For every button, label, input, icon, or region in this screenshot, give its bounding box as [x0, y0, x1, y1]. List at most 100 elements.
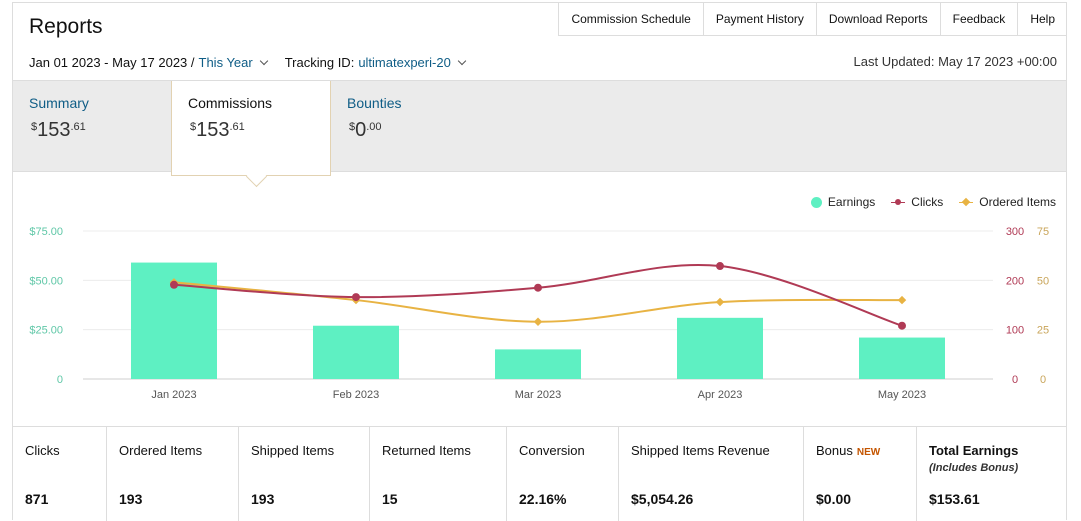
x-tick-label: May 2023 — [878, 389, 926, 401]
amount-fraction: .00 — [366, 121, 382, 133]
y-right-clicks-tick-label: 300 — [1006, 226, 1024, 238]
commission-schedule-link[interactable]: Commission Schedule — [559, 3, 704, 35]
stat-value: 193 — [251, 491, 275, 507]
y-right-clicks-tick-label: 100 — [1006, 325, 1024, 337]
payment-history-link[interactable]: Payment History — [704, 3, 817, 35]
chevron-down-icon[interactable] — [457, 56, 467, 66]
stats-bar: Clicks 871 Ordered Items 193 Shipped Ite… — [13, 426, 1066, 521]
tab-commissions-label: Commissions — [188, 95, 273, 111]
chart-legend: Earnings Clicks Ordered Items — [795, 195, 1056, 209]
stat-value: $0.00 — [816, 491, 852, 507]
stat-shipped-items: Shipped Items 193 — [239, 427, 370, 521]
stat-label: Clicks — [25, 443, 60, 458]
chart-plot: 0 $25.00 $50.00 $75.00 0 100 200 300 0 25 50 75 Jan … — [29, 226, 1049, 401]
legend-label: Clicks — [911, 195, 944, 209]
currency-symbol: $ — [31, 121, 38, 133]
ordered-items-point — [897, 295, 907, 305]
y-left-tick-label: $50.00 — [29, 275, 63, 287]
legend-clicks[interactable]: Clicks — [891, 195, 943, 209]
x-tick-label: Jan 2023 — [151, 389, 196, 401]
legend-ordered-items[interactable]: Ordered Items — [959, 195, 1056, 209]
new-badge: NEW — [856, 447, 881, 458]
stat-conversion: Conversion 22.16% — [507, 427, 619, 521]
bonus-label: Bonus — [816, 443, 853, 458]
stat-shipped-items-revenue: Shipped Items Revenue $5,054.26 — [619, 427, 804, 521]
amount-whole: 153 — [37, 119, 71, 141]
tab-bounties-amount: $0.00 — [349, 119, 382, 142]
tab-commissions-amount: $153.61 — [190, 119, 245, 142]
stat-returned-items: Returned Items 15 — [370, 427, 507, 521]
y-right-items-tick-label: 50 — [1037, 275, 1049, 287]
y-left-tick-label: 0 — [57, 374, 63, 386]
earnings-bar — [495, 349, 581, 379]
date-range: Jan 01 2023 - May 17 2023 / — [29, 55, 195, 70]
tab-bounties[interactable]: Bounties $0.00 — [331, 81, 491, 171]
stat-label: Total Earnings — [929, 443, 1019, 458]
reports-panel: Reports Commission Schedule Payment Hist… — [12, 2, 1067, 521]
clicks-swatch-icon — [891, 197, 906, 208]
x-tick-label: Mar 2023 — [515, 389, 561, 401]
tab-summary[interactable]: Summary $153.61 — [13, 81, 171, 171]
stat-label: Ordered Items — [119, 443, 203, 458]
stat-value: 193 — [119, 491, 143, 507]
ordered-items-swatch-icon — [959, 197, 974, 208]
clicks-line — [173, 263, 903, 327]
last-updated: Last Updated: May 17 2023 +00:00 — [853, 54, 1057, 69]
tab-summary-amount: $153.61 — [31, 119, 86, 142]
help-link[interactable]: Help — [1030, 12, 1055, 26]
filter-bar: Jan 01 2023 - May 17 2023 / This Year Tr… — [29, 55, 467, 70]
stat-value: 15 — [382, 491, 398, 507]
y-right-items-tick-label: 75 — [1037, 226, 1049, 238]
earnings-bar — [859, 337, 945, 379]
top-links: Commission Schedule Payment History Down… — [558, 3, 1067, 36]
amount-whole: 153 — [196, 119, 230, 141]
stat-sublabel: (Includes Bonus) — [929, 462, 1019, 474]
y-right-clicks-tick-label: 200 — [1006, 275, 1024, 287]
chevron-down-icon[interactable] — [259, 56, 268, 66]
stat-value: $5,054.26 — [631, 491, 694, 507]
y-right-items-tick-label: 0 — [1040, 374, 1046, 386]
clicks-point — [352, 293, 360, 302]
commissions-chart: Earnings Clicks Ordered Items 0 $25.00 $50… — [13, 183, 1066, 423]
amount-fraction: .61 — [229, 121, 245, 133]
legend-earnings[interactable]: Earnings — [810, 195, 876, 209]
download-reports-link[interactable]: Download Reports — [817, 3, 941, 35]
stat-total-earnings: Total Earnings (Includes Bonus) $153.61 — [917, 427, 1066, 521]
tracking-id-selector[interactable]: ultimatexperi-20 — [358, 55, 451, 70]
legend-label: Ordered Items — [979, 195, 1056, 209]
amount-whole: 0 — [355, 119, 367, 141]
clicks-point — [716, 262, 724, 271]
stat-label: Conversion — [519, 443, 585, 458]
legend-label: Earnings — [827, 195, 876, 209]
stat-clicks: Clicks 871 — [13, 427, 107, 521]
earnings-bar — [313, 325, 399, 379]
tab-summary-label: Summary — [29, 95, 89, 111]
feedback-link[interactable]: Feedback — [941, 3, 1019, 35]
period-selector[interactable]: This Year — [198, 55, 253, 70]
stat-value: 871 — [25, 491, 49, 507]
y-right-clicks-tick-label: 0 — [1012, 374, 1018, 386]
earnings-bar — [677, 317, 763, 379]
tracking-label: Tracking ID: — [284, 55, 355, 70]
tab-commissions[interactable]: Commissions $153.61 — [171, 81, 331, 188]
clicks-point — [170, 280, 178, 289]
clicks-point — [898, 321, 906, 330]
stat-label: Bonus NEW — [816, 443, 880, 458]
stat-label: Shipped Items Revenue — [631, 443, 770, 458]
stat-ordered-items: Ordered Items 193 — [107, 427, 239, 521]
stat-label: Shipped Items — [251, 443, 335, 458]
ordered-items-point — [533, 317, 543, 327]
tab-bounties-label: Bounties — [347, 95, 402, 111]
stat-label: Returned Items — [382, 443, 471, 458]
earnings-swatch-icon — [810, 196, 822, 208]
page-title: Reports — [29, 15, 103, 38]
y-left-tick-label: $25.00 — [29, 325, 63, 337]
y-left-tick-label: $75.00 — [29, 226, 63, 238]
y-right-items-tick-label: 25 — [1037, 325, 1049, 337]
stat-value: $153.61 — [929, 491, 980, 507]
x-tick-label: Apr 2023 — [698, 389, 743, 401]
stat-value: 22.16% — [519, 491, 567, 507]
ordered-items-point — [715, 297, 725, 307]
x-tick-label: Feb 2023 — [333, 389, 379, 401]
amount-fraction: .61 — [70, 121, 86, 133]
